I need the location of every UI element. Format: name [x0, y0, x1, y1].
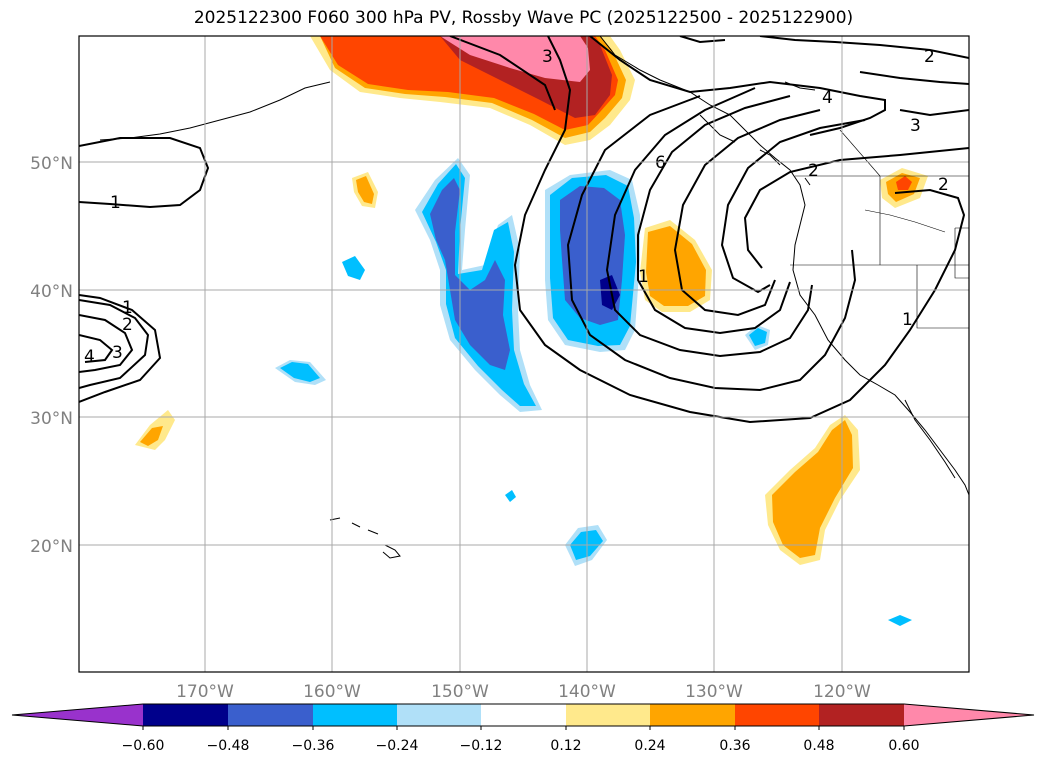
- lon-label: 130°W: [685, 682, 743, 702]
- state-borders: [790, 129, 969, 329]
- lat-labels: 50°N 40°N 30°N 20°N: [30, 154, 73, 557]
- colorbar: −0.60 −0.48 −0.36 −0.24 −0.12 0.12 0.24 …: [11, 703, 1035, 754]
- colorbar-tick-label: −0.24: [376, 738, 419, 754]
- colorbar-tick-label: 0.48: [803, 738, 834, 754]
- colorbar-tick-label: 0.60: [888, 738, 919, 754]
- colorbar-segment: [566, 704, 650, 726]
- plot-area: [79, 36, 969, 672]
- contour-label: 4: [822, 88, 833, 108]
- lon-labels: 170°W 160°W 150°W 140°W 130°W 120°W: [176, 682, 871, 702]
- negative-anomaly-trough: [545, 170, 640, 352]
- contour-label: 4: [84, 347, 95, 367]
- contour-label-group: 1 1 2 3 4 3 6 4 3 2 2 2 1 1: [84, 47, 949, 367]
- contour-label: 1: [902, 310, 913, 330]
- colorbar-tick-label: 0.36: [719, 738, 750, 754]
- lon-label: 120°W: [813, 682, 871, 702]
- coastlines: [99, 36, 969, 559]
- colorbar-tick-label: 0.12: [550, 738, 581, 754]
- colorbar-segment: [313, 704, 397, 726]
- contour-label: 6: [655, 153, 666, 173]
- contour-label: 3: [910, 116, 921, 136]
- colorbar-segment: [397, 704, 481, 726]
- map-title: 2025122300 F060 300 hPa PV, Rossby Wave …: [193, 8, 854, 28]
- lon-label: 150°W: [431, 682, 489, 702]
- contour-label: 2: [808, 161, 819, 181]
- contour-label: 1: [638, 267, 649, 287]
- colorbar-segment: [819, 704, 904, 726]
- positive-anomaly-south: [765, 415, 860, 565]
- colorbar-tick-label: −0.36: [292, 738, 335, 754]
- lon-label: 170°W: [176, 682, 234, 702]
- contour-label: 2: [938, 175, 949, 195]
- contour-label: 1: [110, 193, 121, 213]
- plot-frame: [78, 35, 970, 673]
- positive-anomaly-offshore: [640, 220, 712, 312]
- contour-label: 3: [542, 47, 553, 67]
- colorbar-segment: [143, 704, 228, 726]
- small-positive-patches: [135, 168, 928, 450]
- contour-label: 1: [122, 298, 133, 318]
- colorbar-segment: [735, 704, 819, 726]
- colorbar-extend-high: [904, 704, 1034, 726]
- colorbar-extend-low: [12, 704, 143, 726]
- colorbar-tick-label: −0.48: [207, 738, 250, 754]
- contour-label: 2: [924, 47, 935, 67]
- lat-label: 50°N: [30, 154, 73, 174]
- positive-anomaly-north: [310, 36, 635, 145]
- colorbar-tick-label: −0.12: [460, 738, 503, 754]
- colorbar-segment: [228, 704, 313, 726]
- colorbar-segment: [481, 704, 566, 726]
- lon-label: 140°W: [558, 682, 616, 702]
- colorbar-segment: [650, 704, 735, 726]
- lon-label: 160°W: [303, 682, 361, 702]
- colorbar-tick-label: −0.60: [122, 738, 165, 754]
- lat-label: 40°N: [30, 282, 73, 302]
- negative-anomaly-west: [415, 158, 542, 412]
- contour-lines: [79, 36, 969, 424]
- lat-label: 20°N: [30, 537, 73, 557]
- lat-label: 30°N: [30, 409, 73, 429]
- small-negative-patches: [275, 256, 912, 626]
- gridlines: [79, 36, 969, 672]
- contour-label: 3: [112, 343, 123, 363]
- colorbar-tick-label: 0.24: [634, 738, 665, 754]
- contour-label: 2: [122, 315, 133, 335]
